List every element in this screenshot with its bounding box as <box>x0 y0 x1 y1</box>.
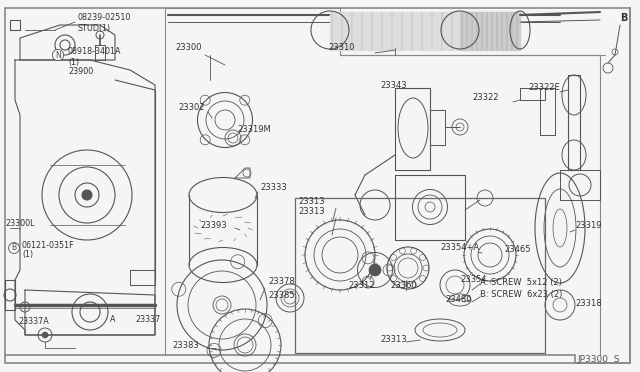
Text: 23302: 23302 <box>178 103 205 112</box>
Text: 23318: 23318 <box>575 298 602 308</box>
Circle shape <box>42 332 48 338</box>
Text: (1): (1) <box>22 250 33 260</box>
Text: 23313: 23313 <box>380 336 406 344</box>
Text: 23333: 23333 <box>260 183 287 192</box>
Text: 23900: 23900 <box>68 67 93 77</box>
Text: B: SCREW  6x23 (2): B: SCREW 6x23 (2) <box>480 291 563 299</box>
Text: 23319: 23319 <box>575 221 602 230</box>
Text: 23360: 23360 <box>390 280 417 289</box>
Text: N: N <box>55 51 61 60</box>
Text: 23322E: 23322E <box>528 83 560 93</box>
Text: 23319M: 23319M <box>237 125 271 135</box>
Text: 23480: 23480 <box>445 295 472 305</box>
Text: 23337A: 23337A <box>18 317 49 327</box>
Text: A: A <box>110 315 115 324</box>
Text: 23383: 23383 <box>172 340 199 350</box>
Text: 23393: 23393 <box>200 221 227 230</box>
Bar <box>295 198 545 353</box>
Text: 23300L: 23300L <box>5 219 35 228</box>
Text: 23465: 23465 <box>504 246 531 254</box>
Text: 23312: 23312 <box>348 280 374 289</box>
Text: 06121-0351F: 06121-0351F <box>22 241 75 250</box>
Text: 23310: 23310 <box>328 44 355 52</box>
Text: 23354: 23354 <box>460 276 486 285</box>
Text: 23300: 23300 <box>175 44 202 52</box>
Text: 08239-02510: 08239-02510 <box>77 13 131 22</box>
Text: JP3300  S: JP3300 S <box>577 355 620 363</box>
Text: 23354+A: 23354+A <box>440 244 479 253</box>
Text: B: B <box>12 244 17 253</box>
Text: 23378: 23378 <box>268 278 295 286</box>
Text: 23313: 23313 <box>298 198 324 206</box>
Text: (1): (1) <box>68 58 79 67</box>
Text: 23322: 23322 <box>472 93 499 103</box>
Circle shape <box>369 264 381 276</box>
Circle shape <box>82 190 92 200</box>
Text: STUD(1): STUD(1) <box>77 23 110 32</box>
Text: 23343: 23343 <box>380 80 406 90</box>
Text: 23337: 23337 <box>135 315 160 324</box>
Text: A: SCREW  5x12 (2): A: SCREW 5x12 (2) <box>480 278 562 286</box>
Text: 23385: 23385 <box>268 291 294 299</box>
Text: B: B <box>620 13 627 23</box>
Text: 23313: 23313 <box>298 208 324 217</box>
Text: 08918-3401A: 08918-3401A <box>68 48 122 57</box>
